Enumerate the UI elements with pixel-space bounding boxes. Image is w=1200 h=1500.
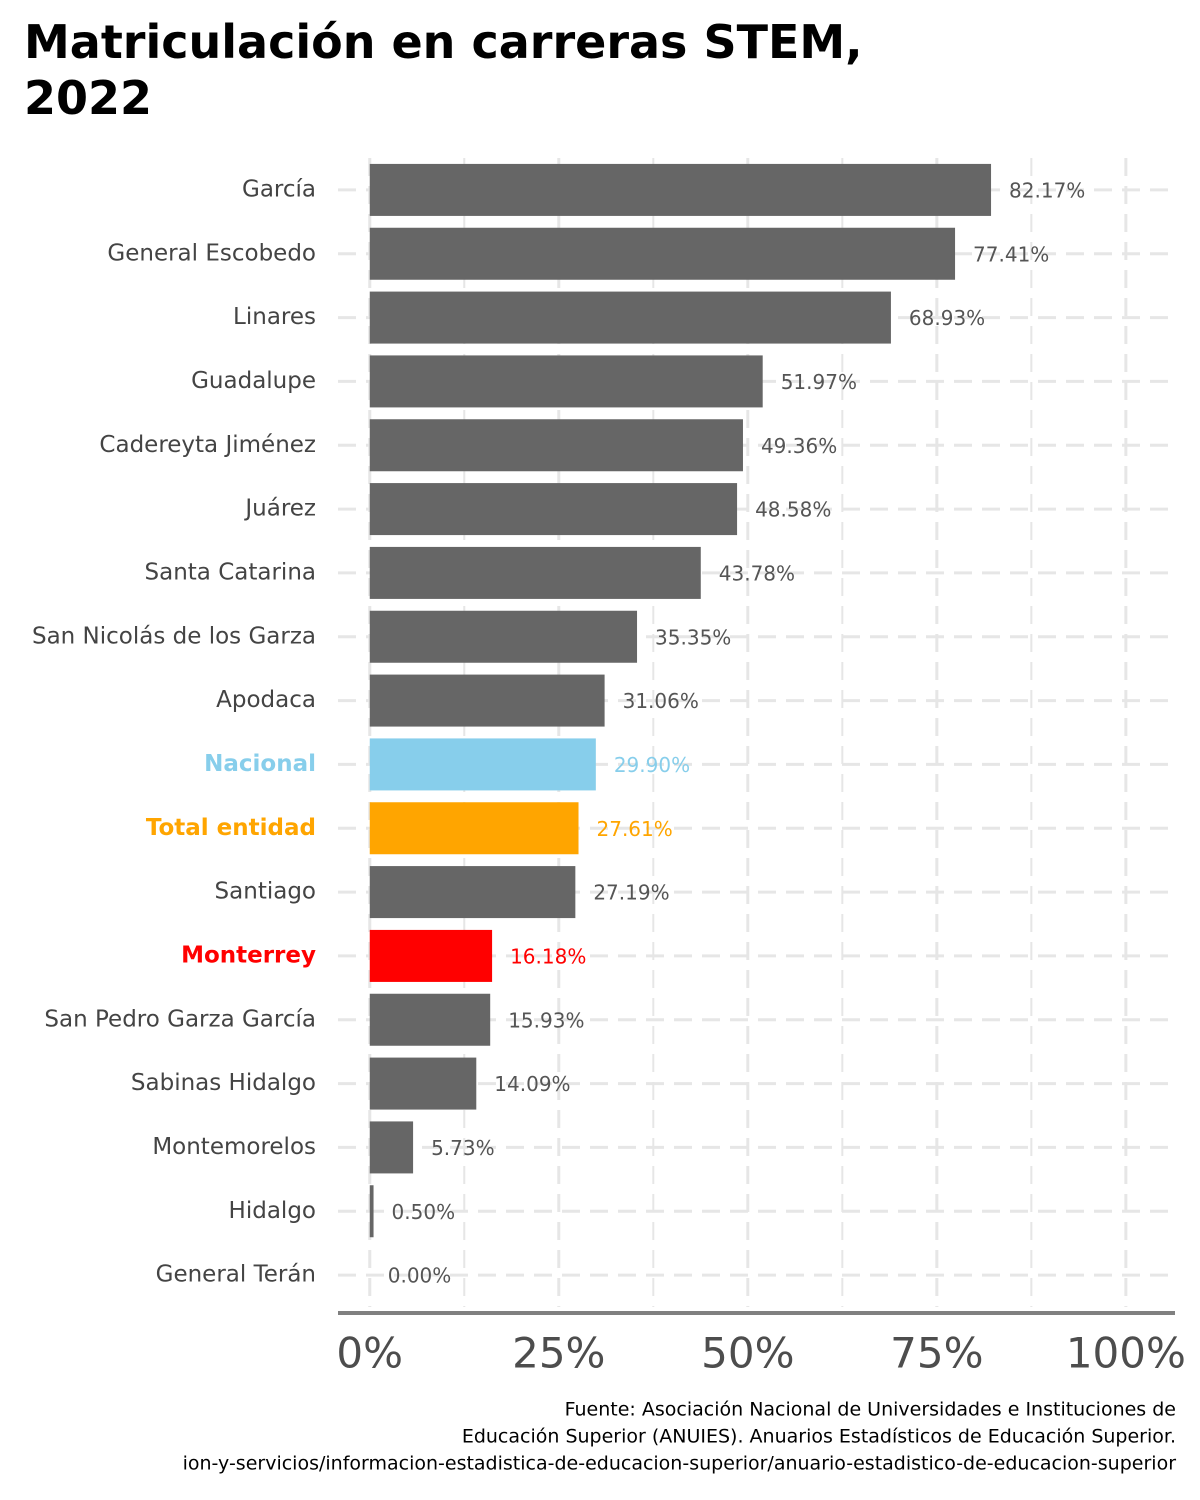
category-label: Apodaca: [216, 687, 316, 713]
category-label: General Escobedo: [107, 240, 316, 266]
category-label: Santa Catarina: [145, 559, 316, 585]
chart-title: Matriculación en carreras STEM, 2022: [24, 15, 863, 125]
bar: [369, 483, 738, 536]
category-label: Cadereyta Jiménez: [99, 432, 316, 458]
category-label: Nacional: [204, 751, 316, 777]
value-label: 77.41%: [973, 242, 1049, 266]
category-label: General Terán: [156, 1262, 316, 1288]
category-label: Guadalupe: [191, 368, 316, 394]
value-label: 5.73%: [431, 1136, 495, 1160]
value-label: 43.78%: [719, 561, 795, 585]
bar: [369, 1057, 477, 1110]
bar: [369, 866, 576, 919]
value-label: 49.36%: [761, 434, 837, 458]
category-label: Monterrey: [181, 942, 316, 968]
category-label: Santiago: [215, 879, 316, 905]
value-label: 31.06%: [623, 689, 699, 713]
x-tick-label: 0%: [336, 1329, 403, 1378]
x-tick-label: 75%: [890, 1329, 983, 1378]
value-label: 35.35%: [655, 625, 731, 649]
category-label: García: [242, 176, 316, 202]
value-label: 68.93%: [909, 306, 985, 330]
bar: [369, 610, 638, 663]
bar: [369, 419, 743, 472]
bar: [369, 802, 579, 855]
value-label: 27.19%: [593, 881, 669, 905]
x-tick-label: 100%: [1066, 1329, 1186, 1378]
value-label: 51.97%: [781, 370, 857, 394]
bar: [369, 1185, 374, 1238]
category-label: Total entidad: [146, 815, 316, 841]
bar: [369, 163, 992, 216]
value-label: 15.93%: [508, 1008, 584, 1032]
value-label: 27.61%: [597, 817, 673, 841]
bar: [369, 291, 891, 344]
bar: [369, 993, 491, 1046]
category-label: Sabinas Hidalgo: [131, 1070, 316, 1096]
caption: ion-y-servicios/informacion-estadistica-…: [183, 1453, 1177, 1475]
category-label: Linares: [233, 304, 316, 330]
bar: [369, 546, 701, 599]
bar: [369, 738, 596, 791]
bar: [369, 674, 605, 727]
x-tick-label: 50%: [701, 1329, 794, 1378]
caption: Fuente: Asociación Nacional de Universid…: [565, 1399, 1176, 1421]
caption: Educación Superior (ANUIES). Anuarios Es…: [462, 1426, 1176, 1448]
value-label: 48.58%: [755, 498, 831, 522]
x-tick-label: 25%: [512, 1329, 605, 1378]
value-label: 16.18%: [510, 944, 586, 968]
value-label: 0.50%: [392, 1200, 456, 1224]
category-label: Hidalgo: [229, 1198, 316, 1224]
category-label: Montemorelos: [152, 1134, 316, 1160]
category-label: San Nicolás de los Garza: [32, 623, 316, 649]
bar: [369, 355, 763, 408]
category-label: San Pedro Garza García: [44, 1006, 316, 1032]
bar: [369, 929, 493, 982]
value-label: 82.17%: [1009, 178, 1085, 202]
value-label: 14.09%: [494, 1072, 570, 1096]
value-label: 0.00%: [388, 1264, 452, 1288]
bar: [369, 227, 956, 280]
value-label: 29.90%: [614, 753, 690, 777]
bar: [369, 1121, 414, 1174]
category-label: Juárez: [243, 496, 316, 522]
